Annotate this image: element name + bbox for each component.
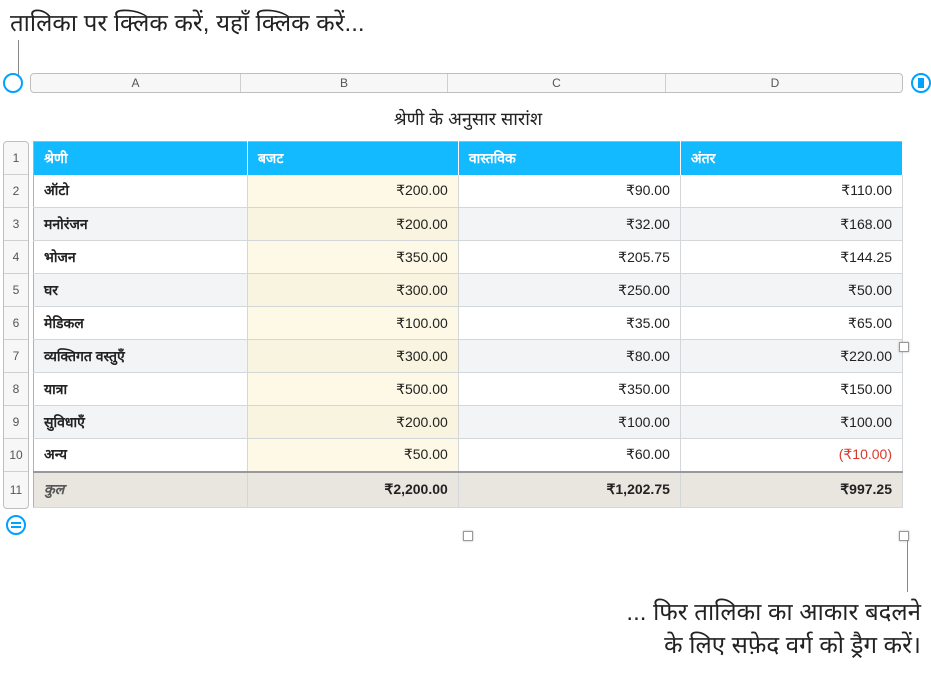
annotation-leader-bottom [907, 540, 908, 592]
table-row[interactable]: मेडिकल₹100.00₹35.00₹65.00 [34, 307, 903, 340]
annotation-bottom: ... फिर तालिका का आकार बदलने के लिए सफ़े… [626, 596, 921, 663]
cell-actual[interactable]: ₹100.00 [458, 406, 680, 439]
header-actual[interactable]: वास्तविक [458, 142, 680, 175]
row-header-3[interactable]: 3 [4, 208, 28, 241]
cell-actual[interactable]: ₹205.75 [458, 241, 680, 274]
row-header-column: 1234567891011 [3, 97, 29, 535]
cell-budget[interactable]: ₹50.00 [247, 439, 458, 472]
cell-budget[interactable]: ₹200.00 [247, 208, 458, 241]
footer-budget[interactable]: ₹2,200.00 [247, 472, 458, 508]
add-row-handle[interactable] [6, 515, 26, 535]
resize-handle-bottom-mid[interactable] [463, 531, 473, 541]
cell-difference[interactable]: ₹220.00 [680, 340, 902, 373]
column-header-bar[interactable]: ABCD [30, 73, 903, 93]
cell-actual[interactable]: ₹35.00 [458, 307, 680, 340]
add-column-handle[interactable] [911, 73, 931, 93]
row-header-7[interactable]: 7 [4, 340, 28, 373]
row-header-2[interactable]: 2 [4, 175, 28, 208]
header-budget[interactable]: बजट [247, 142, 458, 175]
column-header-C[interactable]: C [448, 74, 666, 92]
cell-category[interactable]: ऑटो [34, 175, 248, 208]
table-row[interactable]: मनोरंजन₹200.00₹32.00₹168.00 [34, 208, 903, 241]
cell-difference[interactable]: ₹150.00 [680, 373, 902, 406]
cell-difference[interactable]: ₹100.00 [680, 406, 902, 439]
data-table[interactable]: श्रेणी बजट वास्तविक अंतर ऑटो₹200.00₹90.0… [33, 141, 903, 508]
cell-category[interactable]: मनोरंजन [34, 208, 248, 241]
footer-label[interactable]: कुल [34, 472, 248, 508]
cell-actual[interactable]: ₹90.00 [458, 175, 680, 208]
cell-budget[interactable]: ₹300.00 [247, 340, 458, 373]
cell-budget[interactable]: ₹200.00 [247, 175, 458, 208]
cell-difference[interactable]: ₹65.00 [680, 307, 902, 340]
cell-difference[interactable]: ₹144.25 [680, 241, 902, 274]
cell-category[interactable]: घर [34, 274, 248, 307]
annotation-leader-top [18, 40, 19, 76]
annotation-bottom-line1: ... फिर तालिका का आकार बदलने [626, 599, 921, 626]
footer-actual[interactable]: ₹1,202.75 [458, 472, 680, 508]
table-container: श्रेणी के अनुसार सारांश श्रेणी बजट वास्त… [33, 97, 903, 535]
cell-category[interactable]: सुविधाएँ [34, 406, 248, 439]
row-header-bar[interactable]: 1234567891011 [3, 141, 29, 509]
cell-category[interactable]: मेडिकल [34, 307, 248, 340]
table-row[interactable]: यात्रा₹500.00₹350.00₹150.00 [34, 373, 903, 406]
cell-actual[interactable]: ₹60.00 [458, 439, 680, 472]
column-header-D[interactable]: D [666, 74, 884, 92]
table-row[interactable]: व्यक्तिगत वस्तुएँ₹300.00₹80.00₹220.00 [34, 340, 903, 373]
column-header-row: ABCD [0, 72, 931, 94]
table-row[interactable]: भोजन₹350.00₹205.75₹144.25 [34, 241, 903, 274]
cell-category[interactable]: भोजन [34, 241, 248, 274]
resize-handle-mid-right[interactable] [899, 342, 909, 352]
cell-budget[interactable]: ₹100.00 [247, 307, 458, 340]
row-header-5[interactable]: 5 [4, 274, 28, 307]
cell-actual[interactable]: ₹250.00 [458, 274, 680, 307]
row-header-11[interactable]: 11 [4, 472, 28, 508]
annotation-top: तालिका पर क्लिक करें, यहाँ क्लिक करें... [10, 6, 365, 39]
cell-budget[interactable]: ₹300.00 [247, 274, 458, 307]
table-title[interactable]: श्रेणी के अनुसार सारांश [33, 97, 903, 141]
cell-difference[interactable]: ₹110.00 [680, 175, 902, 208]
row-header-10[interactable]: 10 [4, 439, 28, 472]
footer-row[interactable]: कुल ₹2,200.00 ₹1,202.75 ₹997.25 [34, 472, 903, 508]
row-header-4[interactable]: 4 [4, 241, 28, 274]
cell-actual[interactable]: ₹32.00 [458, 208, 680, 241]
cell-category[interactable]: अन्य [34, 439, 248, 472]
footer-diff[interactable]: ₹997.25 [680, 472, 902, 508]
table-row[interactable]: ऑटो₹200.00₹90.00₹110.00 [34, 175, 903, 208]
cell-difference[interactable]: ₹168.00 [680, 208, 902, 241]
cell-actual[interactable]: ₹80.00 [458, 340, 680, 373]
cell-difference[interactable]: (₹10.00) [680, 439, 902, 472]
annotation-bottom-line2: के लिए सफ़ेद वर्ग को ड्रैग करें। [664, 632, 921, 659]
cell-difference[interactable]: ₹50.00 [680, 274, 902, 307]
table-row[interactable]: अन्य₹50.00₹60.00(₹10.00) [34, 439, 903, 472]
cell-budget[interactable]: ₹350.00 [247, 241, 458, 274]
column-header-B[interactable]: B [241, 74, 448, 92]
table-select-handle[interactable] [3, 73, 23, 93]
table-row[interactable]: घर₹300.00₹250.00₹50.00 [34, 274, 903, 307]
header-row[interactable]: श्रेणी बजट वास्तविक अंतर [34, 142, 903, 175]
cell-budget[interactable]: ₹500.00 [247, 373, 458, 406]
row-header-6[interactable]: 6 [4, 307, 28, 340]
column-header-A[interactable]: A [31, 74, 241, 92]
header-category[interactable]: श्रेणी [34, 142, 248, 175]
cell-category[interactable]: व्यक्तिगत वस्तुएँ [34, 340, 248, 373]
row-header-9[interactable]: 9 [4, 406, 28, 439]
cell-budget[interactable]: ₹200.00 [247, 406, 458, 439]
row-header-8[interactable]: 8 [4, 373, 28, 406]
cell-actual[interactable]: ₹350.00 [458, 373, 680, 406]
cell-category[interactable]: यात्रा [34, 373, 248, 406]
table-row[interactable]: सुविधाएँ₹200.00₹100.00₹100.00 [34, 406, 903, 439]
row-header-1[interactable]: 1 [4, 142, 28, 175]
header-difference[interactable]: अंतर [680, 142, 902, 175]
spreadsheet-region: ABCD 1234567891011 श्रेणी के अनुसार सारा… [0, 72, 931, 535]
